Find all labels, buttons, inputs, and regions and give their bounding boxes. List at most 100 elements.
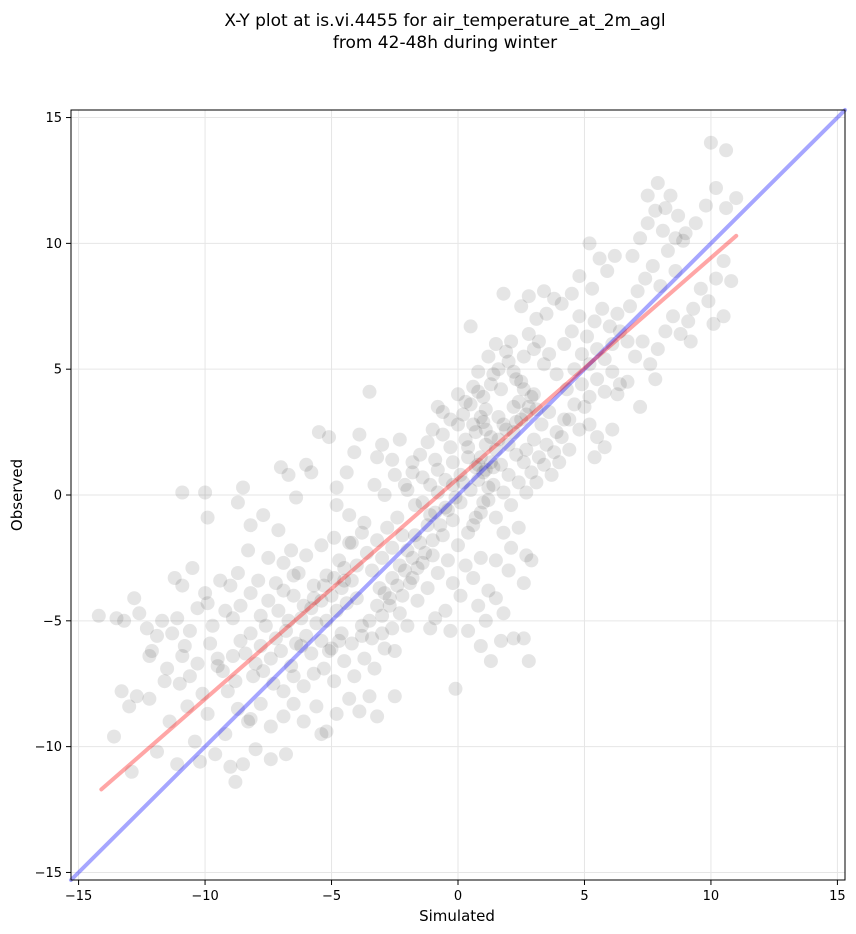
data-point-95 (395, 528, 410, 543)
data-point-161 (362, 613, 377, 628)
data-point-452 (215, 664, 230, 679)
data-point-303 (496, 606, 511, 621)
data-point-378 (640, 216, 655, 231)
data-point-393 (650, 176, 665, 190)
data-point-200 (405, 465, 420, 480)
data-point-486 (233, 598, 248, 613)
data-point-295 (524, 553, 539, 568)
data-point-436 (415, 555, 430, 570)
data-point-334 (612, 324, 627, 339)
data-point-58 (289, 490, 304, 505)
data-point-206 (451, 417, 465, 432)
data-point-20 (167, 571, 182, 585)
data-point-183 (456, 475, 471, 490)
data-point-231 (514, 412, 529, 427)
data-point-26 (122, 699, 137, 714)
data-point-398 (719, 201, 734, 216)
data-point-448 (210, 651, 225, 666)
data-point-222 (501, 354, 516, 369)
data-point-423 (405, 455, 420, 470)
data-point-325 (595, 301, 610, 316)
data-point-474 (324, 641, 339, 656)
data-point-331 (590, 342, 605, 357)
data-point-194 (430, 462, 445, 477)
data-point-43 (223, 759, 238, 774)
data-point-375 (676, 233, 691, 248)
data-point-139 (253, 696, 268, 711)
data-point-153 (263, 752, 278, 767)
data-point-137 (230, 701, 245, 716)
data-point-142 (286, 696, 301, 711)
data-point-247 (519, 485, 534, 500)
data-point-286 (544, 467, 559, 482)
data-point-59 (299, 457, 314, 472)
data-point-165 (392, 558, 407, 573)
data-point-420 (377, 488, 392, 502)
data-point-483 (253, 608, 268, 623)
data-point-232 (463, 483, 478, 497)
data-point-422 (397, 477, 412, 492)
data-point-193 (423, 477, 438, 492)
data-point-40 (208, 747, 223, 762)
data-point-128 (316, 661, 331, 676)
data-point-292 (488, 553, 503, 568)
data-point-63 (329, 480, 344, 495)
data-point-241 (473, 505, 488, 520)
data-point-138 (243, 712, 258, 726)
data-point-234 (478, 462, 493, 477)
data-point-130 (337, 654, 352, 669)
data-point-121 (246, 669, 261, 684)
data-point-390 (673, 327, 688, 341)
data-point-335 (620, 334, 635, 349)
y-tick-label-3: 0 (54, 489, 62, 504)
data-point-199 (468, 460, 483, 475)
data-point-195 (438, 472, 453, 487)
data-point-404 (716, 254, 731, 268)
data-point-107 (289, 636, 304, 651)
data-point-356 (514, 299, 529, 314)
data-point-178 (418, 545, 433, 560)
data-point-64 (339, 465, 354, 480)
data-point-332 (597, 352, 612, 367)
data-point-394 (658, 201, 673, 216)
data-point-179 (425, 533, 440, 548)
data-point-278 (554, 430, 569, 445)
data-point-245 (504, 498, 519, 513)
data-point-145 (319, 724, 334, 739)
data-point-79 (306, 578, 321, 593)
data-point-302 (478, 613, 493, 628)
data-point-228 (491, 410, 506, 424)
data-point-314 (516, 631, 531, 646)
data-point-170 (390, 578, 405, 593)
x-axis-ticks: −15 −10 −5 0 5 10 15 (65, 880, 846, 904)
data-point-405 (724, 274, 739, 289)
data-point-326 (602, 319, 617, 334)
data-point-201 (413, 447, 428, 462)
data-point-51 (230, 495, 245, 510)
data-point-301 (471, 598, 486, 613)
data-point-81 (319, 568, 334, 583)
data-point-308 (428, 611, 443, 626)
data-point-409 (648, 372, 663, 387)
data-point-379 (648, 203, 663, 218)
data-point-82 (327, 530, 342, 545)
data-point-104 (273, 644, 288, 658)
data-point-105 (279, 623, 293, 638)
data-point-430 (430, 399, 445, 414)
data-point-30 (150, 744, 164, 759)
data-point-388 (658, 324, 673, 339)
data-point-317 (448, 681, 463, 696)
data-point-330 (582, 357, 597, 372)
data-point-127 (306, 666, 321, 681)
data-point-86 (349, 558, 364, 573)
data-point-196 (445, 455, 460, 470)
data-point-310 (423, 621, 438, 636)
data-point-267 (537, 357, 551, 372)
data-point-214 (445, 477, 460, 492)
data-point-197 (453, 467, 468, 482)
data-point-221 (494, 382, 508, 397)
data-point-256 (511, 394, 526, 409)
data-point-296 (458, 558, 473, 573)
data-point-478 (365, 631, 379, 646)
